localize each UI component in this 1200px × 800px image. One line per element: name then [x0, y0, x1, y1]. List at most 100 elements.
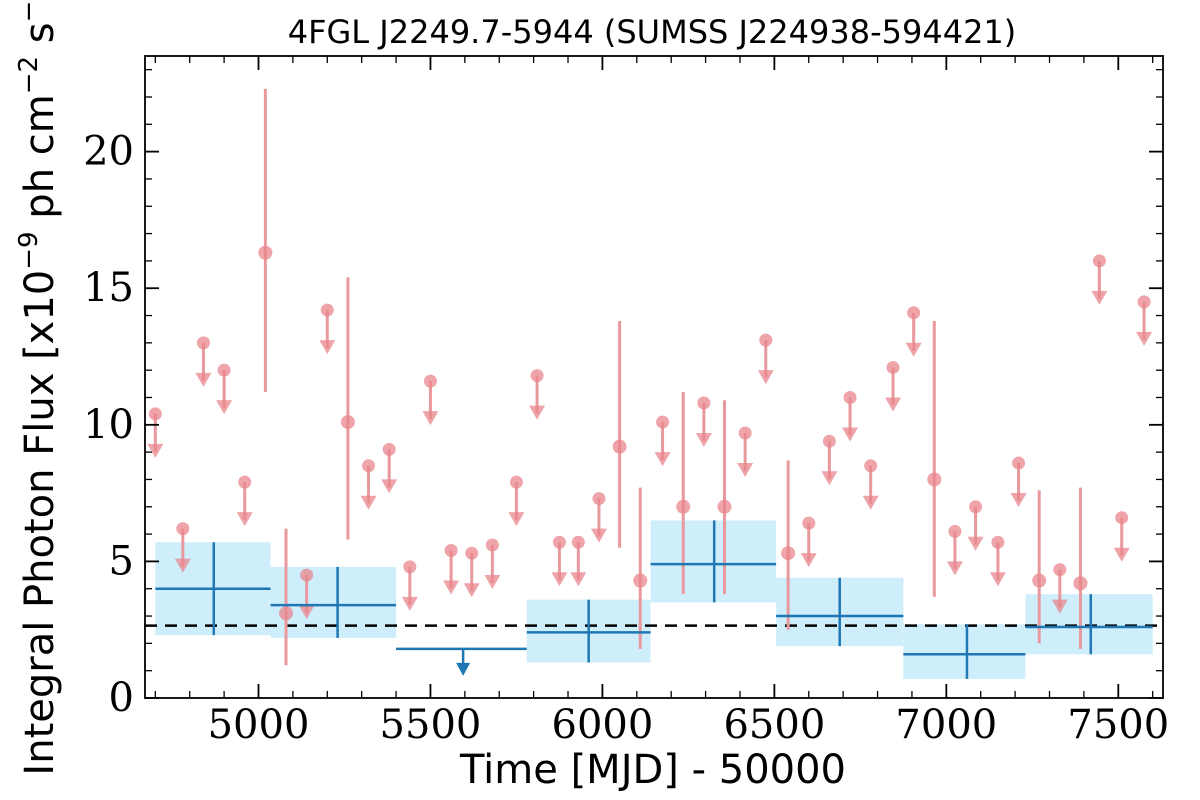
fine-bin-upper-limit-point	[759, 333, 773, 347]
y-tick-label: 0	[109, 675, 134, 721]
fine-bin-point	[1032, 573, 1047, 588]
fine-bin-upper-limit-arrow	[401, 596, 418, 611]
fine-bin-point	[1073, 576, 1088, 591]
fine-bin-upper-limit-arrow	[381, 479, 398, 494]
fine-bin-point	[340, 415, 355, 430]
y-axis-label: Integral Photon Flux [x10−9 ph cm−2 s−1]	[14, 0, 63, 776]
fine-bin-upper-limit-point	[948, 524, 962, 538]
fine-bin-upper-limit-point	[465, 546, 479, 560]
fine-bin-upper-limit-arrow	[443, 580, 460, 595]
fine-bin-upper-limit-arrow	[967, 536, 984, 551]
x-tick-label: 5500	[380, 702, 482, 748]
fine-bin-upper-limit-point	[592, 492, 606, 506]
x-tick-label: 6000	[552, 702, 654, 748]
y-axis-label-exponent-3: −1	[14, 0, 44, 22]
fine-bin-upper-limit-arrow	[654, 452, 671, 467]
y-tick-label: 15	[83, 265, 134, 311]
fine-bin-upper-limit-arrow	[590, 528, 607, 543]
fine-bin-upper-limit-arrow	[195, 372, 212, 387]
x-tick-label: 7000	[895, 702, 997, 748]
fine-bin-upper-limit-point	[969, 500, 983, 514]
fine-bin-point	[717, 499, 732, 514]
fine-bin-upper-limit-point	[382, 442, 396, 456]
fine-bin-upper-limit-arrow	[463, 583, 480, 598]
y-tick-label: 5	[109, 538, 134, 584]
fine-bin-upper-limit-arrow	[905, 342, 922, 357]
fine-bin-upper-limit-point	[530, 369, 544, 383]
fine-bin-upper-limit-point	[1012, 456, 1026, 470]
fine-bin-upper-limit-point	[1137, 295, 1151, 309]
fine-bin-upper-limit-point	[991, 535, 1005, 549]
fine-bin-upper-limit-arrow	[1136, 331, 1153, 346]
fine-bin-upper-limit-arrow	[422, 411, 439, 426]
fine-bin-upper-limit-point	[802, 516, 816, 530]
fine-bin-upper-limit-point	[552, 535, 566, 549]
fine-bin-upper-limit-point	[362, 459, 376, 473]
fine-bin-upper-limit-point	[238, 475, 252, 489]
fine-bin-series	[147, 88, 1153, 666]
coarse-bin-band	[903, 624, 1026, 679]
fine-bin-upper-limit-point	[1115, 511, 1129, 525]
fine-bin-upper-limit-point	[320, 303, 334, 317]
fine-bin-upper-limit-arrow	[800, 553, 817, 568]
axis-ticks	[145, 56, 1163, 699]
x-axis-label: Time [MJD] - 50000	[459, 747, 846, 793]
fine-bin-upper-limit-arrow	[551, 572, 568, 587]
fine-bin-upper-limit-arrow	[842, 427, 859, 442]
fine-bin-upper-limit-point	[738, 426, 752, 440]
fine-bin-upper-limit-arrow	[1051, 599, 1068, 614]
fine-bin-upper-limit-point	[423, 374, 437, 388]
fine-bin-upper-limit-arrow	[319, 340, 336, 355]
fine-bin-upper-limit-arrow	[1113, 547, 1130, 562]
y-axis-label-unit-2: s	[17, 22, 63, 56]
y-tick-label: 10	[83, 402, 134, 448]
y-axis-label-main: Integral Photon Flux [x10	[17, 270, 63, 776]
fine-bin-upper-limit-point	[571, 535, 585, 549]
fine-bin-point	[258, 245, 273, 260]
fine-bin-upper-limit-arrow	[529, 405, 546, 420]
fine-bin-upper-limit-arrow	[236, 512, 253, 527]
fine-bin-upper-limit-arrow	[946, 561, 963, 576]
fine-bin-upper-limit-point	[403, 560, 417, 574]
y-tick-labels: 0 5 10 15 20	[83, 129, 134, 721]
coarse-bin-band	[1025, 594, 1153, 655]
coarse-bin-upper-limit-arrow	[456, 662, 471, 676]
fine-bin-upper-limit-point	[886, 360, 900, 374]
fine-bin-upper-limit-point	[217, 363, 231, 377]
fine-bin-upper-limit-arrow	[298, 605, 315, 620]
fine-bin-upper-limit-point	[196, 336, 210, 350]
fine-bin-point	[927, 472, 942, 487]
x-tick-labels: 5000 5500 6000 6500 7000 7500	[208, 702, 1170, 748]
x-tick-label: 7500	[1067, 702, 1169, 748]
plot-frame	[144, 55, 1164, 699]
plot-area	[144, 55, 1164, 699]
fine-bin-upper-limit-arrow	[360, 495, 377, 510]
fine-bin-point	[279, 606, 294, 621]
fine-bin-upper-limit-arrow	[174, 558, 191, 573]
fine-bin-upper-limit-arrow	[695, 432, 712, 447]
fine-bin-upper-limit-point	[656, 415, 670, 429]
y-axis-label-exponent: −9	[14, 231, 44, 269]
fine-bin-upper-limit-arrow	[484, 575, 501, 590]
fine-bin-upper-limit-arrow	[570, 572, 587, 587]
fine-bin-upper-limit-point	[1092, 254, 1106, 268]
fine-bin-upper-limit-point	[822, 434, 836, 448]
fine-bin-upper-limit-arrow	[757, 370, 774, 385]
fine-bin-upper-limit-arrow	[821, 471, 838, 486]
fine-bin-upper-limit-point	[509, 475, 523, 489]
fine-bin-upper-limit-point	[148, 407, 162, 421]
fine-bin-point	[633, 573, 648, 588]
fine-bin-upper-limit-point	[907, 306, 921, 320]
fine-bin-upper-limit-point	[1053, 563, 1067, 577]
fine-bin-point	[781, 546, 796, 561]
y-axis-label-unit: ph cm	[17, 94, 63, 231]
fine-bin-upper-limit-point	[864, 459, 878, 473]
fine-bin-upper-limit-arrow	[1091, 290, 1108, 305]
fine-bin-upper-limit-arrow	[737, 463, 754, 478]
fine-bin-upper-limit-point	[176, 522, 190, 536]
fine-bin-upper-limit-arrow	[147, 443, 164, 458]
fine-bin-point	[612, 439, 627, 454]
fine-bin-upper-limit-arrow	[216, 400, 233, 415]
y-tick-label: 20	[83, 129, 134, 175]
